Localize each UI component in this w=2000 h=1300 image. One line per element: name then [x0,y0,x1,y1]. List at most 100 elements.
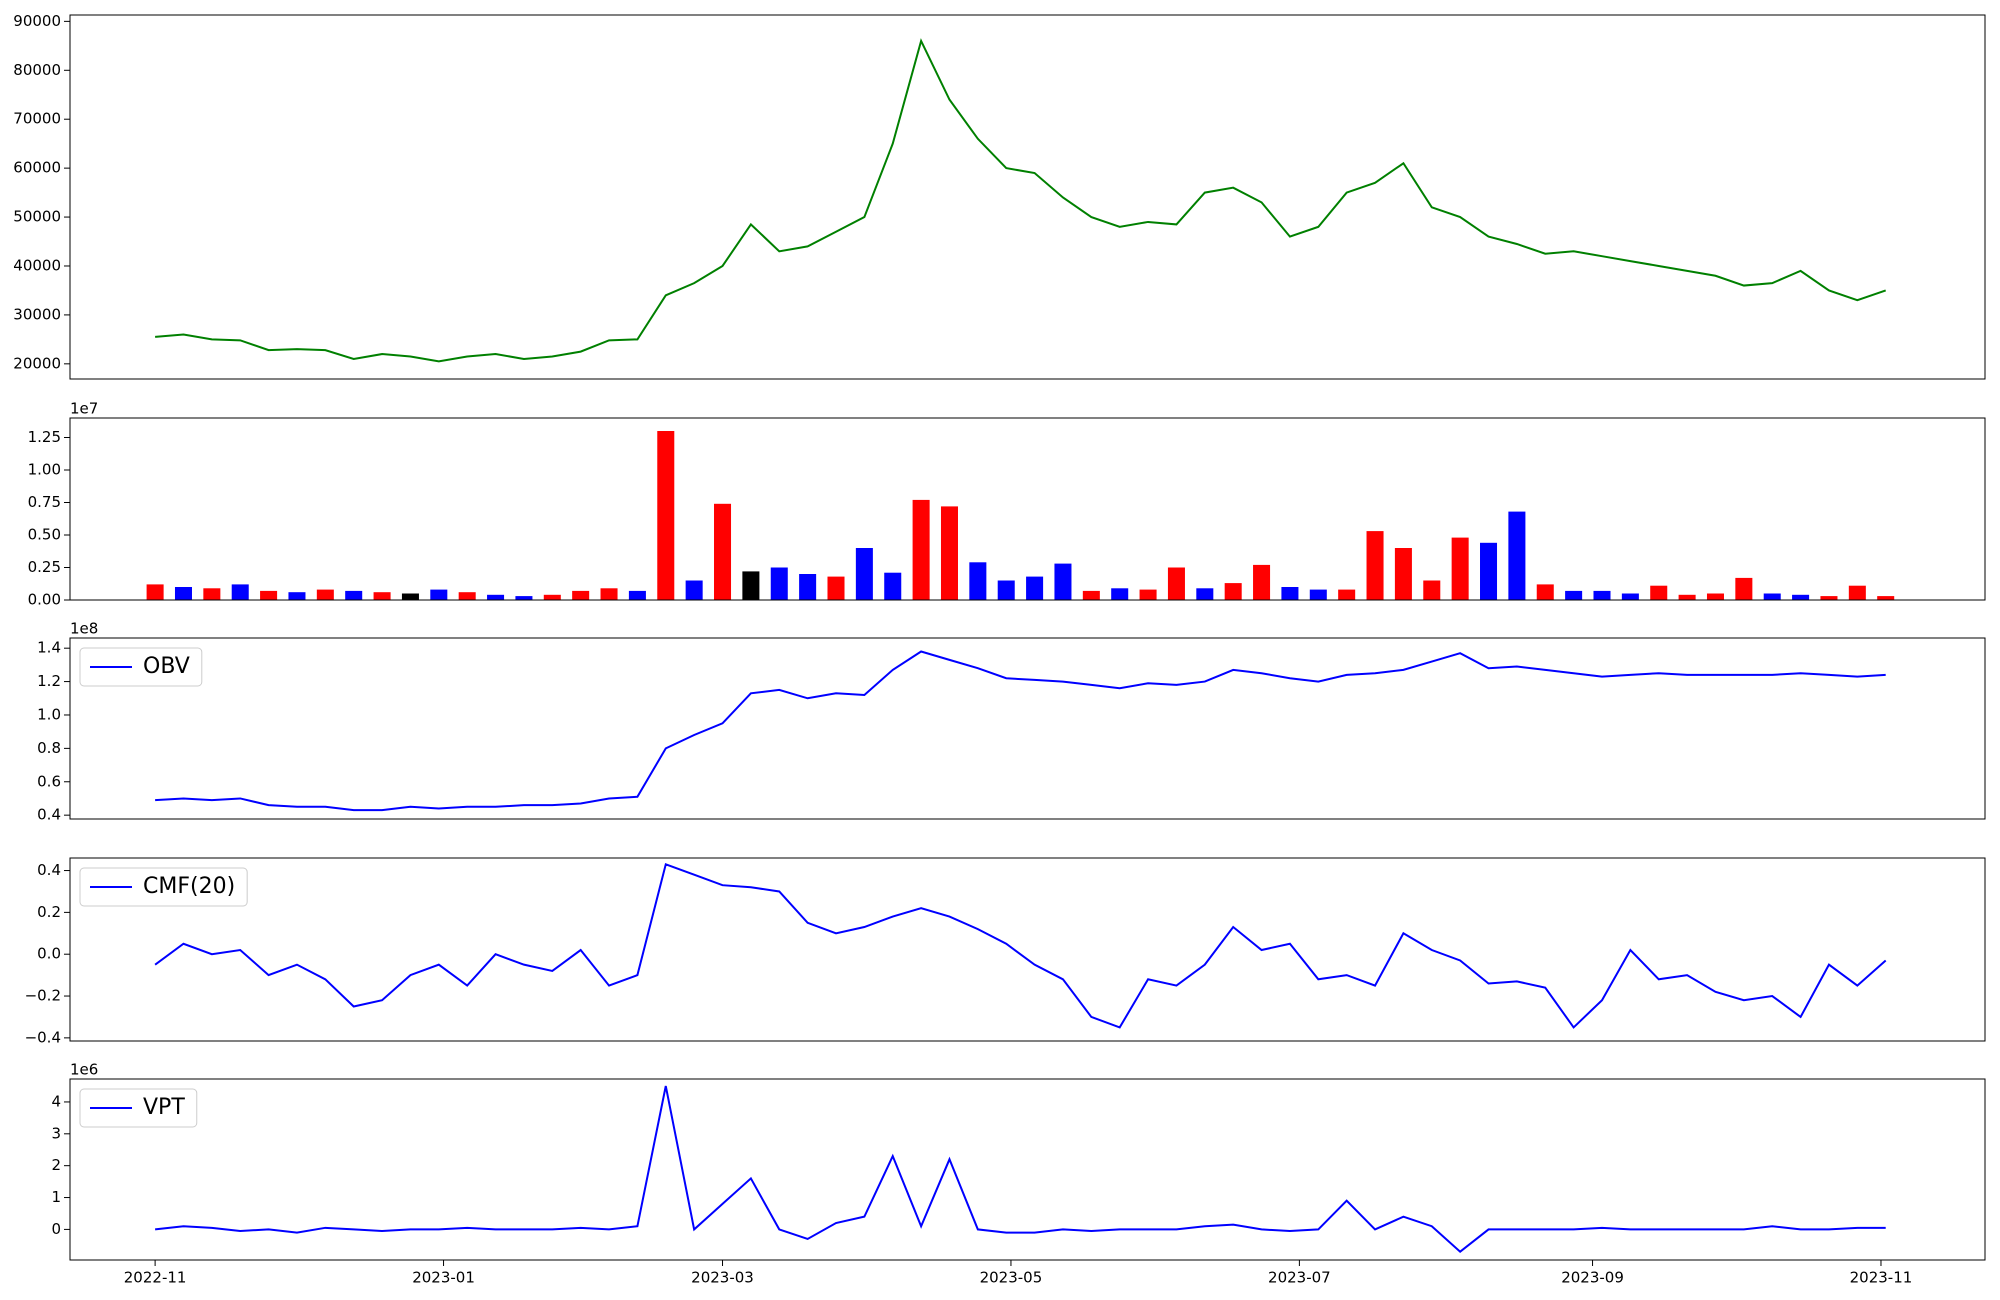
y-tick-label: −0.2 [25,987,61,1005]
axes-frame [69,14,1986,380]
y-tick-label: 0.6 [37,772,61,790]
y-tick-label: 60000 [13,159,61,177]
bar [288,592,306,600]
y-tick-label: 1 [51,1188,61,1206]
y-tick-label: 1.0 [37,705,61,723]
bar [1678,594,1696,600]
x-tick-label: 2023-11 [1850,1269,1913,1287]
plot-area [154,1085,1886,1254]
y-tick-label: 70000 [13,110,61,128]
bar [1508,511,1526,600]
bar [515,596,533,600]
bar [912,499,930,600]
bar [1139,589,1157,600]
bar [1735,577,1753,600]
plot-area [155,38,1887,363]
bar [1820,596,1838,600]
y-tick-label: 0.4 [37,861,61,879]
bar [1423,580,1441,600]
x-tick-label: 2023-05 [980,1269,1043,1287]
line [155,38,1887,363]
legend-label: CMF(20) [143,874,235,899]
panel: 0.00 0.25 0.50 0.75 1.00 1.25 1e7 [28,400,1986,609]
plot-area [154,862,1887,1029]
bar [884,572,902,600]
y-tick-label: 50000 [13,208,61,226]
bar [572,590,590,600]
y-tick-label: 80000 [13,61,61,79]
bar [770,567,788,600]
y-tick-label: 0.25 [28,558,61,576]
y-tick-label: 0.50 [28,526,61,544]
axes-frame [69,637,1986,820]
bar [231,584,249,600]
bar [1792,594,1810,600]
y-tick-label: 90000 [13,12,61,30]
bar [1224,583,1242,600]
bar [997,580,1015,600]
line [154,862,1887,1029]
plot-area [146,431,1895,600]
legend: OBV [79,647,203,687]
bar [1536,584,1554,600]
panel: 0 1 2 3 4 2022-11 2023-01 2023-03 2023-05 2023-07… [51,1061,1986,1287]
y-tick-label: 0.75 [28,493,61,511]
bar [260,590,278,600]
y-tick-label: 0.8 [37,739,61,757]
x-tick-label: 2023-03 [691,1269,754,1287]
bar [657,431,675,600]
bar [1848,585,1866,600]
y-tick-label: 0.2 [37,903,61,921]
bar [1196,588,1214,600]
y-tick-label: 0.00 [28,591,61,609]
bar [430,589,448,600]
offset-label: 1e7 [70,400,98,418]
bar [1309,589,1327,600]
legend-label: VPT [143,1095,185,1120]
y-tick-label: 0.0 [37,945,61,963]
legend: VPT [79,1088,198,1128]
bar [714,503,732,600]
bar [1621,593,1639,600]
bar [401,593,419,600]
legend: CMF(20) [79,867,248,907]
bar [855,548,873,600]
x-tick-label: 2023-09 [1561,1269,1624,1287]
bar [203,588,221,600]
bar [1394,548,1412,600]
bar [1650,585,1668,600]
y-tick-label: 1.2 [37,672,61,690]
panel: 0.4 0.6 0.8 1.0 1.2 1.4 1e8 OBV [37,620,1986,824]
axes-frame [69,1078,1986,1261]
line [154,1085,1886,1254]
x-tick-label: 2022-11 [124,1269,187,1287]
offset-label: 1e6 [70,1061,98,1079]
bar [1763,593,1781,600]
bar [742,571,760,600]
bar [1451,537,1469,600]
bar [543,594,561,600]
bar [1167,567,1185,600]
axes-frame [69,417,1986,601]
bar [685,580,703,600]
bar [1480,542,1498,600]
y-tick-label: 40000 [13,256,61,274]
bar [174,587,192,600]
bar [1253,564,1271,600]
y-tick-label: 20000 [13,354,61,372]
bar [628,590,646,600]
bar [827,576,845,600]
legend-box [79,1088,198,1128]
bar [1111,588,1129,600]
bar [940,506,958,600]
y-tick-label: 0 [51,1220,61,1238]
y-tick-label: 1.4 [37,639,61,657]
y-tick-label: 1.00 [28,461,61,479]
bar [1565,590,1583,600]
y-tick-label: 30000 [13,305,61,323]
bar [1054,563,1072,600]
bar [1593,590,1611,600]
x-tick-label: 2023-07 [1268,1269,1331,1287]
bar [1281,587,1299,600]
